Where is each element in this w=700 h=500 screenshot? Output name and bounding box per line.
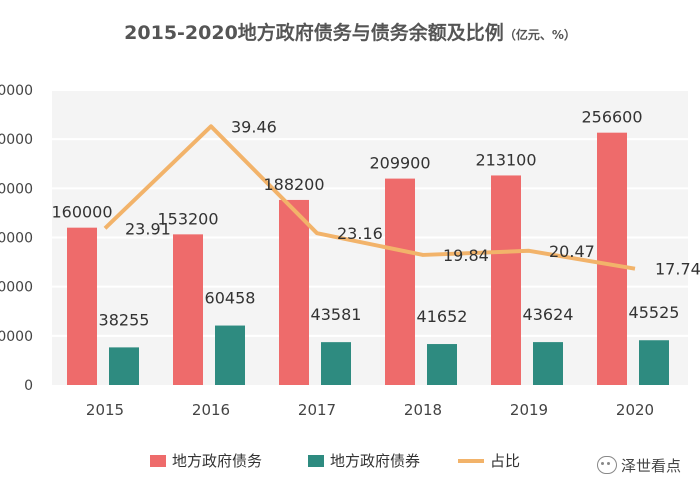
bar-debt-label: 213100 bbox=[475, 150, 536, 169]
chart-title: 2015-2020地方政府债务与债务余额及比例（亿元、%） bbox=[0, 18, 700, 45]
title-unit: （亿元、%） bbox=[503, 28, 576, 42]
bar-bond bbox=[533, 342, 563, 385]
bar-debt-label: 153200 bbox=[157, 209, 218, 228]
bar-bond bbox=[321, 342, 351, 385]
bar-debt bbox=[491, 175, 521, 385]
y-tick-label: 300000 bbox=[0, 83, 33, 99]
x-tick-label: 2016 bbox=[192, 401, 230, 419]
x-tick-label: 2017 bbox=[298, 401, 336, 419]
y-tick-label: 0 bbox=[24, 378, 33, 394]
legend-label: 占比 bbox=[490, 452, 520, 470]
watermark-text: 泽世看点 bbox=[621, 457, 682, 475]
bar-debt-label: 188200 bbox=[263, 175, 324, 194]
watermark: 泽世看点 bbox=[597, 455, 681, 476]
bar-bond bbox=[427, 344, 457, 385]
line-ratio bbox=[103, 124, 636, 271]
x-tick-label: 2018 bbox=[404, 401, 442, 419]
bar-bond-label: 60458 bbox=[205, 289, 256, 308]
bar-bond bbox=[215, 325, 245, 385]
bar-bond-label: 43624 bbox=[523, 305, 574, 324]
bar-debt-label: 256600 bbox=[581, 108, 642, 127]
bar-bond-label: 43581 bbox=[311, 305, 362, 324]
bar-bond-label: 45525 bbox=[629, 303, 680, 322]
legend-label: 地方政府债券 bbox=[330, 452, 420, 470]
y-tick-label: 250000 bbox=[0, 132, 33, 148]
bar-debt bbox=[279, 199, 309, 385]
bar-debt bbox=[385, 178, 415, 385]
x-tick-label: 2019 bbox=[510, 401, 548, 419]
legend-swatch bbox=[308, 455, 324, 467]
title-text: 2015-2020地方政府债务与债务余额及比例 bbox=[124, 22, 504, 44]
bar-debt bbox=[173, 234, 203, 385]
y-tick-label: 150000 bbox=[0, 231, 33, 247]
line-ratio-label: 19.84 bbox=[443, 246, 489, 265]
wechat-icon bbox=[597, 456, 617, 474]
legend-label: 地方政府债务 bbox=[172, 452, 262, 470]
y-tick-label: 50000 bbox=[0, 329, 33, 345]
bar-debt-label: 209900 bbox=[369, 154, 430, 173]
bar-debt bbox=[597, 132, 627, 385]
line-ratio-label: 17.74 bbox=[655, 260, 700, 279]
line-ratio-label: 23.91 bbox=[125, 219, 171, 238]
bar-debt-label: 160000 bbox=[51, 203, 112, 222]
y-tick-label: 100000 bbox=[0, 280, 33, 296]
x-tick-label: 2020 bbox=[616, 401, 654, 419]
bar-bond bbox=[109, 347, 139, 385]
bar-bond bbox=[639, 340, 669, 385]
bar-debt bbox=[67, 227, 97, 385]
bar-bond-label: 38255 bbox=[99, 310, 150, 329]
legend-swatch bbox=[150, 455, 166, 467]
y-tick-label: 200000 bbox=[0, 181, 33, 197]
x-tick-label: 2015 bbox=[86, 401, 124, 419]
bar-bond-label: 41652 bbox=[417, 307, 468, 326]
line-ratio-label: 39.46 bbox=[231, 117, 277, 136]
line-ratio-label: 20.47 bbox=[549, 242, 595, 261]
line-ratio-label: 23.16 bbox=[337, 224, 383, 243]
